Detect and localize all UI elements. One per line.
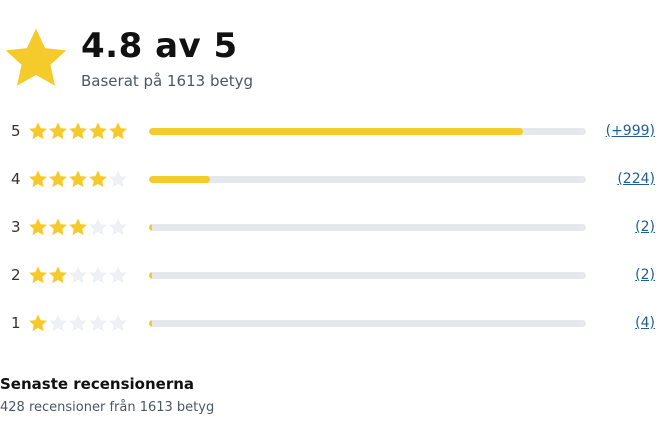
row-bar-track [149,128,586,135]
star-filled-icon [29,170,47,188]
star-empty-icon [109,218,127,236]
star-filled-icon [69,122,87,140]
rating-row-4: 4 (224) [0,155,668,203]
row-bar-track [149,320,586,327]
star-empty-icon [109,170,127,188]
star-filled-icon [89,122,107,140]
row-bar-fill [149,176,210,183]
row-stars [28,121,128,141]
rating-score: 4.8 av 5 [81,26,238,66]
row-stars [28,217,128,237]
row-count-link[interactable]: (+999) [605,123,655,139]
row-bar-track [149,176,586,183]
star-filled-icon [69,218,87,236]
star-empty-icon [89,218,107,236]
row-count-link[interactable]: (2) [635,267,655,283]
star-filled-icon [89,170,107,188]
star-empty-icon [49,314,67,332]
rating-row-3: 3 (2) [0,203,668,251]
row-bar-fill [149,272,152,279]
star-filled-icon [29,266,47,284]
row-star-number: 4 [11,170,21,188]
row-star-number: 1 [11,314,21,332]
star-empty-icon [89,266,107,284]
star-empty-icon [69,266,87,284]
recent-reviews-count: 428 recensioner från 1613 betyg [0,400,215,415]
star-filled-icon [49,218,67,236]
rating-star-icon [2,24,70,92]
star-filled-icon [29,122,47,140]
star-empty-icon [109,266,127,284]
rating-basis: Baserat på 1613 betyg [81,72,253,90]
star-filled-icon [49,170,67,188]
star-empty-icon [109,314,127,332]
rating-row-5: 5 (+999) [0,107,668,155]
row-count-link[interactable]: (224) [617,171,655,187]
star-filled-icon [49,266,67,284]
row-bar-fill [149,224,152,231]
row-bar-fill [149,320,152,327]
row-stars [28,169,128,189]
row-stars [28,265,128,285]
star-filled-icon [29,314,47,332]
row-stars [28,313,128,333]
rating-row-1: 1 (4) [0,299,668,347]
star-filled-icon [109,122,127,140]
row-bar-track [149,224,586,231]
star-filled-icon [29,218,47,236]
row-count-link[interactable]: (2) [635,219,655,235]
row-star-number: 3 [11,218,21,236]
star-empty-icon [69,314,87,332]
star-empty-icon [89,314,107,332]
star-filled-icon [69,170,87,188]
row-star-number: 2 [11,266,21,284]
recent-reviews-heading: Senaste recensionerna [0,375,195,393]
row-bar-fill [149,128,524,135]
star-filled-icon [49,122,67,140]
row-count-link[interactable]: (4) [635,315,655,331]
rating-row-2: 2 (2) [0,251,668,299]
row-star-number: 5 [11,122,21,140]
row-bar-track [149,272,586,279]
